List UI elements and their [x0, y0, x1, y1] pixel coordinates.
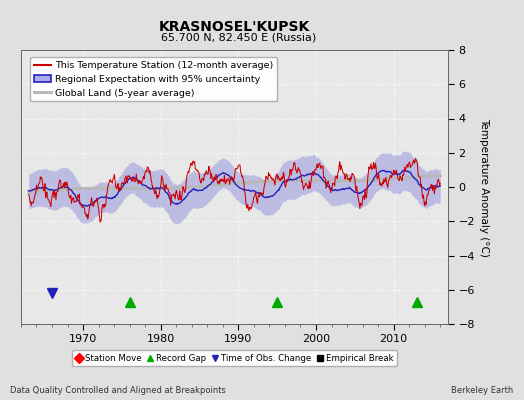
Text: Berkeley Earth: Berkeley Earth — [451, 386, 514, 395]
Title: KRASNOSEL'KUPSK: KRASNOSEL'KUPSK — [159, 20, 310, 34]
Text: Data Quality Controlled and Aligned at Breakpoints: Data Quality Controlled and Aligned at B… — [10, 386, 226, 395]
Legend: Station Move, Record Gap, Time of Obs. Change, Empirical Break: Station Move, Record Gap, Time of Obs. C… — [72, 350, 397, 366]
Y-axis label: Temperature Anomaly (°C): Temperature Anomaly (°C) — [479, 118, 489, 256]
Text: 65.700 N, 82.450 E (Russia): 65.700 N, 82.450 E (Russia) — [161, 32, 316, 42]
